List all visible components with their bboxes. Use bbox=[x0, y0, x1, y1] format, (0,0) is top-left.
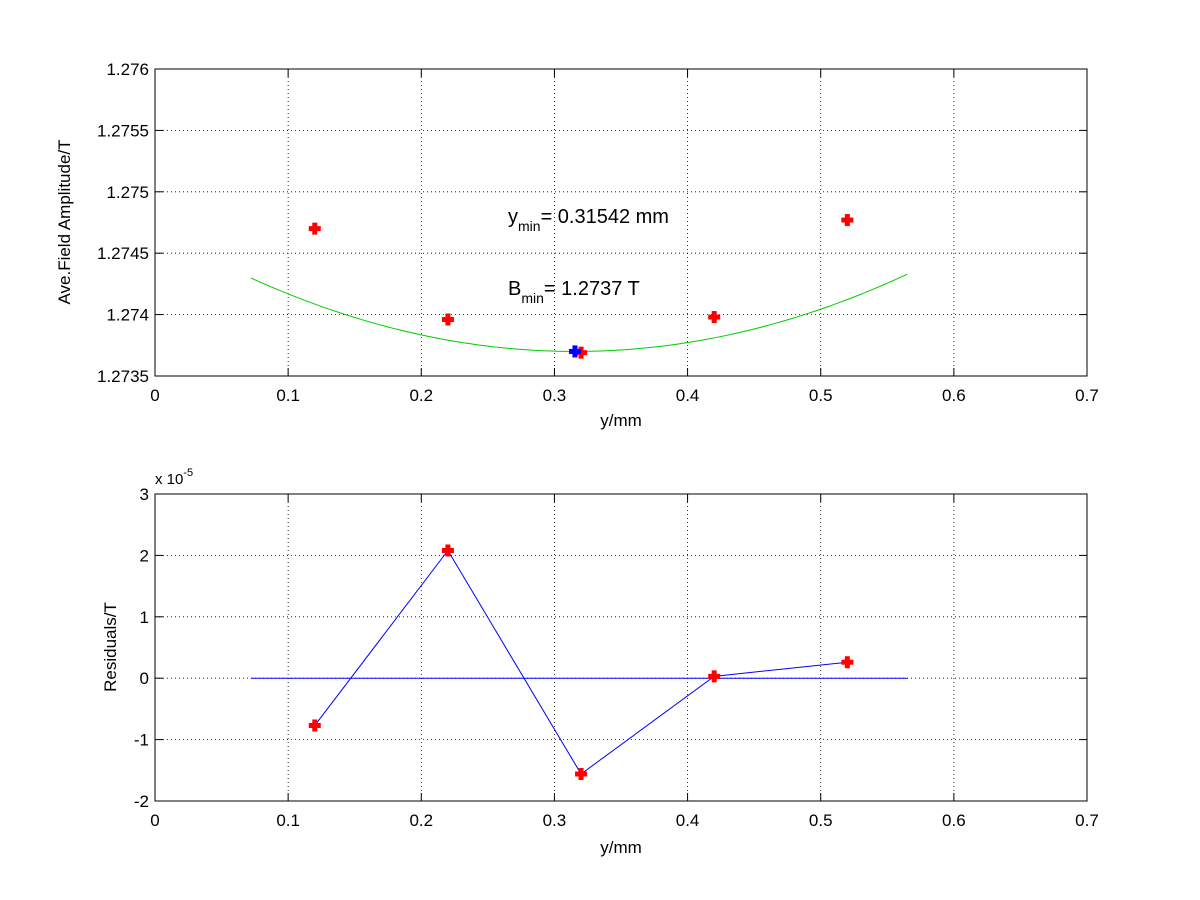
residuals-plot: 0 0.1 0.2 0.3 0.4 0.5 0.6 0.7 -2 -1 0 1 2 3 x 10-5 y… bbox=[101, 467, 1099, 857]
residuals-exponent-base: x 10 bbox=[155, 471, 183, 488]
residuals-plot-x-tick-label: 0.6 bbox=[942, 811, 966, 830]
measured-point bbox=[575, 346, 588, 359]
fit-plot-x-tick-label: 0.6 bbox=[942, 386, 966, 405]
bmin-annotation: Bmin= 1.2737 T bbox=[508, 278, 640, 306]
fit-plot-y-label: Ave.Field Amplitude/T bbox=[55, 139, 74, 304]
fit-plot-grid bbox=[155, 69, 1087, 376]
minimum-point bbox=[568, 345, 581, 358]
fit-plot-y-tick-label: 1.2735 bbox=[97, 367, 149, 386]
measured-point-v bbox=[578, 346, 584, 359]
measured-point bbox=[308, 222, 321, 235]
residuals-plot-y-tick-label: 0 bbox=[140, 669, 149, 688]
residuals-exponent-label: x 10-5 bbox=[155, 467, 193, 488]
fit-plot-y-tick-label: 1.274 bbox=[106, 306, 149, 325]
measured-point-v bbox=[312, 222, 318, 235]
residual-point-v bbox=[844, 656, 850, 669]
measured-point-v bbox=[445, 313, 451, 326]
fit-plot-markers bbox=[308, 214, 854, 359]
fit-plot-y-tick-label: 1.276 bbox=[106, 60, 149, 79]
residuals-plot-x-tick-label: 0.2 bbox=[409, 811, 433, 830]
residual-point bbox=[575, 767, 588, 780]
fit-plot-x-tick-label: 0.7 bbox=[1075, 386, 1099, 405]
residual-point-v bbox=[711, 670, 717, 683]
fit-plot-y-tick-label: 1.2745 bbox=[97, 244, 149, 263]
residuals-plot-y-tick-label: -1 bbox=[134, 731, 149, 750]
fit-plot-area bbox=[155, 69, 1087, 376]
residuals-plot-grid bbox=[155, 494, 1087, 801]
measured-point-v bbox=[711, 311, 717, 324]
fit-plot-x-tick-label: 0 bbox=[150, 386, 159, 405]
residuals-plot-x-tick-label: 0.1 bbox=[276, 811, 300, 830]
fit-plot-y-tick-labels: 1.2735 1.274 1.2745 1.275 1.2755 1.276 bbox=[97, 60, 149, 386]
ymin-annotation: ymin= 0.31542 mm bbox=[508, 206, 669, 234]
fit-plot-x-tick-label: 0.1 bbox=[276, 386, 300, 405]
residuals-plot-x-label: y/mm bbox=[600, 838, 642, 857]
minimum-point-v bbox=[572, 345, 578, 358]
fit-plot-frame bbox=[154, 68, 1088, 377]
bmin-annotation-subscript: min bbox=[521, 290, 544, 306]
ymin-annotation-subscript: min bbox=[518, 218, 541, 234]
residuals-plot-x-tick-label: 0.3 bbox=[543, 811, 567, 830]
residual-point bbox=[308, 719, 321, 732]
fit-plot-y-tick-label: 1.2755 bbox=[97, 121, 149, 140]
residual-point bbox=[841, 656, 854, 669]
fit-plot-x-tick-label: 0.5 bbox=[809, 386, 833, 405]
residuals-plot-x-tick-label: 0.5 bbox=[809, 811, 833, 830]
residual-point bbox=[708, 670, 721, 683]
residual-point-v bbox=[578, 767, 584, 780]
residuals-plot-x-tick-label: 0.4 bbox=[676, 811, 700, 830]
fit-plot: 0 0.1 0.2 0.3 0.4 0.5 0.6 0.7 1.2735 1.274 1.2745… bbox=[55, 60, 1099, 430]
bmin-annotation-symbol: B bbox=[508, 278, 521, 300]
fit-plot-x-tick-label: 0.3 bbox=[543, 386, 567, 405]
residuals-plot-x-tick-label: 0 bbox=[150, 811, 159, 830]
ymin-annotation-value: = 0.31542 mm bbox=[541, 206, 669, 228]
residuals-plot-y-tick-labels: -2 -1 0 1 2 3 bbox=[134, 485, 149, 811]
residuals-plot-y-tick-label: -2 bbox=[134, 792, 149, 811]
residuals-plot-y-tick-label: 1 bbox=[140, 608, 149, 627]
residual-point-v bbox=[445, 544, 451, 557]
residual-point-v bbox=[312, 719, 318, 732]
residuals-plot-x-tick-label: 0.7 bbox=[1075, 811, 1099, 830]
residuals-plot-area bbox=[155, 494, 1087, 801]
residuals-plot-y-label: Residuals/T bbox=[101, 602, 120, 692]
residuals-plot-x-tick-labels: 0 0.1 0.2 0.3 0.4 0.5 0.6 0.7 bbox=[150, 811, 1099, 830]
fit-plot-x-label: y/mm bbox=[600, 411, 642, 430]
fit-plot-x-tick-label: 0.2 bbox=[409, 386, 433, 405]
measured-point bbox=[841, 214, 854, 227]
ymin-annotation-symbol: y bbox=[508, 206, 518, 228]
residuals-plot-frame bbox=[154, 493, 1088, 802]
residuals-exponent-power: -5 bbox=[183, 467, 193, 479]
measured-point-v bbox=[844, 214, 850, 227]
fit-plot-x-tick-labels: 0 0.1 0.2 0.3 0.4 0.5 0.6 0.7 bbox=[150, 386, 1099, 405]
fit-plot-y-tick-label: 1.275 bbox=[106, 183, 149, 202]
residuals-plot-y-tick-label: 2 bbox=[140, 546, 149, 565]
measured-point bbox=[708, 311, 721, 324]
fit-plot-x-tick-label: 0.4 bbox=[676, 386, 700, 405]
measured-point bbox=[441, 313, 454, 326]
residuals-plot-markers bbox=[308, 544, 854, 780]
residual-point bbox=[441, 544, 454, 557]
bmin-annotation-value: = 1.2737 T bbox=[544, 278, 640, 300]
residuals-plot-y-tick-label: 3 bbox=[140, 485, 149, 504]
